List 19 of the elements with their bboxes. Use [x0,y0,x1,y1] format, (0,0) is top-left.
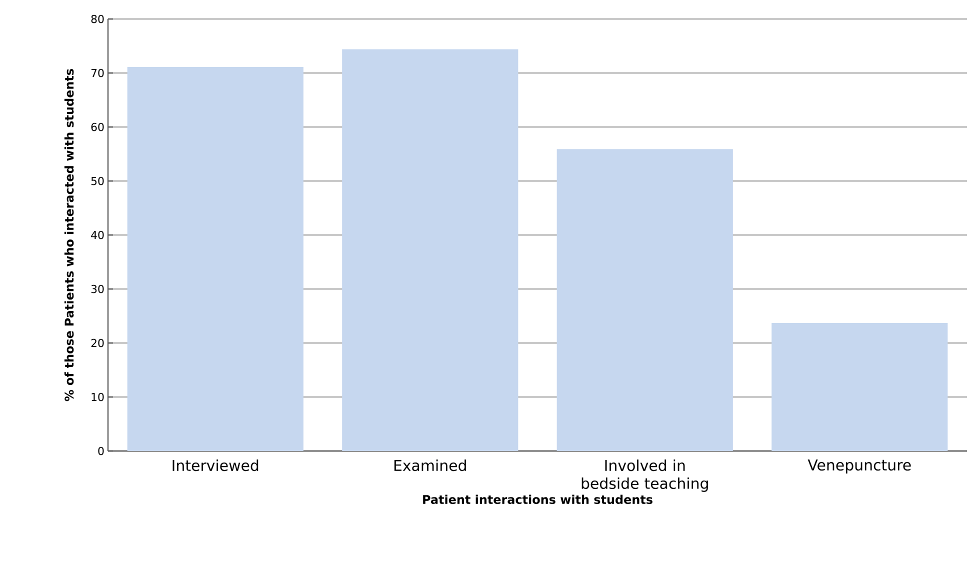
y-tick-label: 40 [91,230,104,240]
bar [556,149,733,451]
bar [772,323,948,451]
y-tick-label: 50 [91,176,104,186]
x-tick-label: Involved in bedside teaching [582,460,708,492]
x-tick-label: Venepuncture [808,460,911,474]
y-tick-label: 20 [91,338,104,348]
y-tick-label: 10 [92,392,104,402]
bar [342,49,518,451]
y-axis-title: % of those Patients who interacted with students [64,69,74,402]
y-tick-label: 0 [98,446,104,456]
x-tick-label: Examined [394,460,466,472]
y-tick-label: 70 [91,68,104,78]
y-tick-label: 30 [91,284,104,294]
bar [127,67,304,451]
y-tick-label: 80 [91,14,104,24]
y-tick-label: 60 [91,122,104,132]
x-tick-label: Interviewed [172,460,258,472]
x-axis-title: Patient interactions with students [423,494,652,504]
